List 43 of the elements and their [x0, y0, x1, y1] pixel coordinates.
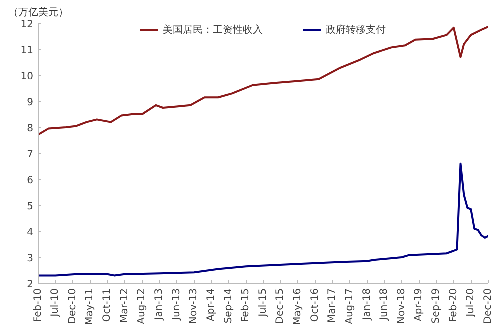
line-series — [38, 26, 488, 136]
x-tick-label: Jun-18 — [379, 288, 390, 322]
x-tick-label: May-11 — [84, 288, 96, 326]
x-tick-label: Jan-18 — [362, 288, 373, 322]
x-tick-label: Jun-13 — [171, 288, 182, 322]
x-tick-label: Jul-15 — [258, 288, 269, 318]
x-tick-label: Apr-14 — [206, 288, 217, 322]
y-tick-label: 6 — [27, 176, 34, 186]
x-tick-label: Nov-13 — [188, 288, 200, 324]
x-tick-label: Dec-20 — [483, 288, 494, 324]
y-tick-label: 3 — [27, 254, 34, 264]
legend-label: 政府转移支付 — [326, 24, 386, 37]
x-tick-label: Dec-15 — [275, 288, 286, 324]
y-axis-title: （万亿美元） — [8, 6, 68, 18]
x-tick-label: Oct-16 — [310, 288, 321, 322]
x-tick-label: May-16 — [292, 288, 304, 326]
x-tick-label: Dec-10 — [67, 288, 78, 324]
y-tick-label: 11 — [20, 46, 34, 56]
x-tick-label: Oct-11 — [102, 288, 114, 322]
y-tick-label: 9 — [27, 98, 34, 108]
x-tick-label: Jul-10 — [50, 288, 62, 318]
y-tick-label: 12 — [20, 20, 34, 30]
x-tick-label: Aug-17 — [344, 288, 356, 324]
y-tick-label: 2 — [27, 280, 34, 290]
x-tick-label: Apr-19 — [414, 288, 425, 322]
x-tick-label: Nov-18 — [396, 288, 408, 324]
y-tick-label: 4 — [27, 228, 34, 238]
y-tick-label: 10 — [20, 72, 34, 82]
x-tick-label: Jul-20 — [466, 288, 477, 318]
legend-label: 美国居民：工资性收入 — [163, 24, 263, 37]
x-tick-label: Aug-12 — [136, 288, 148, 324]
x-tick-label: Mar-12 — [119, 288, 130, 324]
x-tick-label: Jan-13 — [154, 288, 166, 322]
x-tick-label: Feb-10 — [33, 288, 44, 323]
y-tick-label: 7 — [27, 150, 34, 160]
y-tick-label: 8 — [27, 124, 34, 134]
x-tick-label: Feb-15 — [240, 288, 252, 323]
x-tick-label: Sep-14 — [223, 288, 234, 324]
x-tick-label: Sep-19 — [431, 288, 442, 324]
line-series — [38, 162, 488, 277]
y-tick-label: 5 — [27, 202, 34, 212]
x-tick-label: Feb-20 — [448, 288, 460, 323]
x-tick-label: Mar-17 — [327, 288, 338, 324]
